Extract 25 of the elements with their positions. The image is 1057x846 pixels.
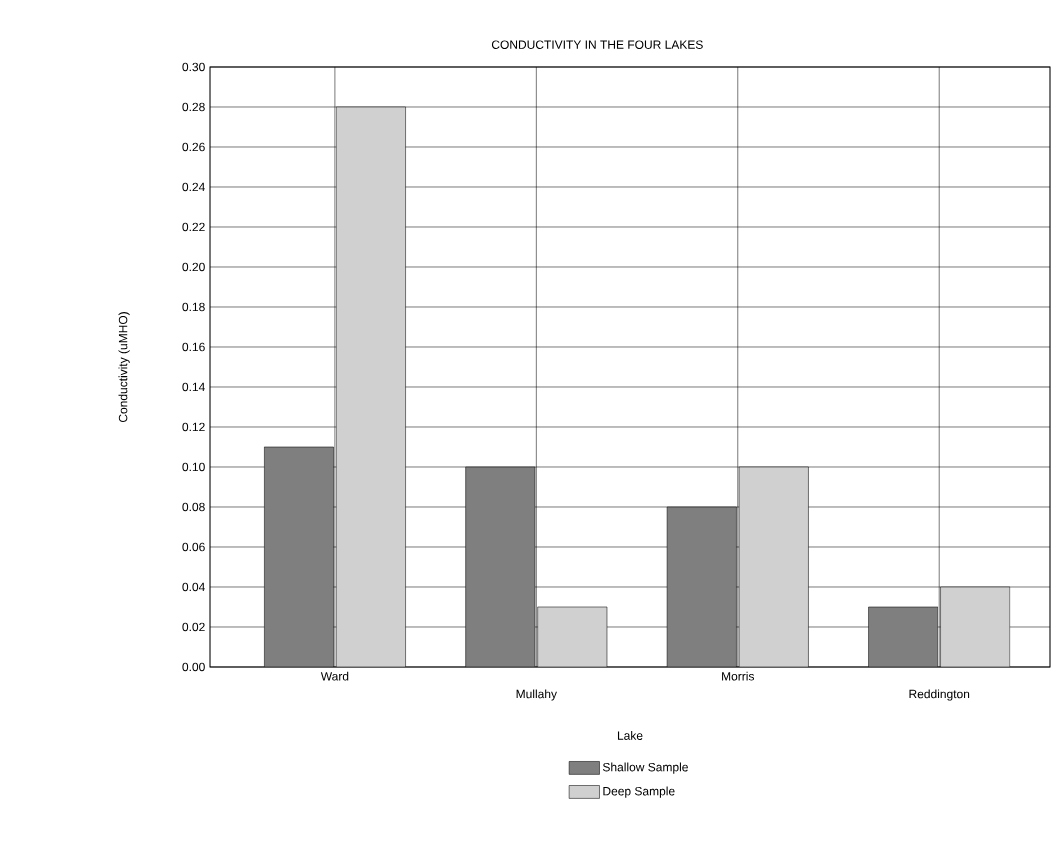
x-tick-label: Mullahy <box>516 689 557 701</box>
y-tick-label: 0.20 <box>182 262 205 272</box>
y-axis-title: Conductivity (uMHO) <box>118 312 130 423</box>
x-tick-label: Ward <box>320 671 349 681</box>
y-tick-label: 0.04 <box>182 582 205 592</box>
y-tick-label: 0.24 <box>182 182 205 192</box>
x-tick-label: Reddington <box>909 689 970 701</box>
y-tick-label: 0.18 <box>182 302 205 312</box>
y-tick-label: 0.26 <box>182 142 205 152</box>
legend-label: Shallow Sample <box>602 762 688 774</box>
y-tick-label: 0.28 <box>182 102 205 112</box>
legend-label: Deep Sample <box>603 786 675 798</box>
y-tick-label: 0.30 <box>182 62 205 72</box>
y-tick-label: 0.08 <box>182 502 205 512</box>
x-tick-label: Morris <box>722 671 754 681</box>
y-tick-label: 0.00 <box>182 662 205 672</box>
y-tick-label: 0.10 <box>182 462 205 472</box>
y-tick-label: 0.02 <box>182 622 205 632</box>
x-axis-title: Lake <box>617 731 643 740</box>
chart-title: CONDUCTIVITY IN THE FOUR LAKES <box>491 40 703 49</box>
y-tick-label: 0.22 <box>182 222 205 232</box>
y-tick-label: 0.12 <box>182 422 205 432</box>
y-tick-label: 0.16 <box>182 342 205 352</box>
y-tick-label: 0.14 <box>182 382 205 392</box>
y-tick-label: 0.06 <box>182 542 205 552</box>
